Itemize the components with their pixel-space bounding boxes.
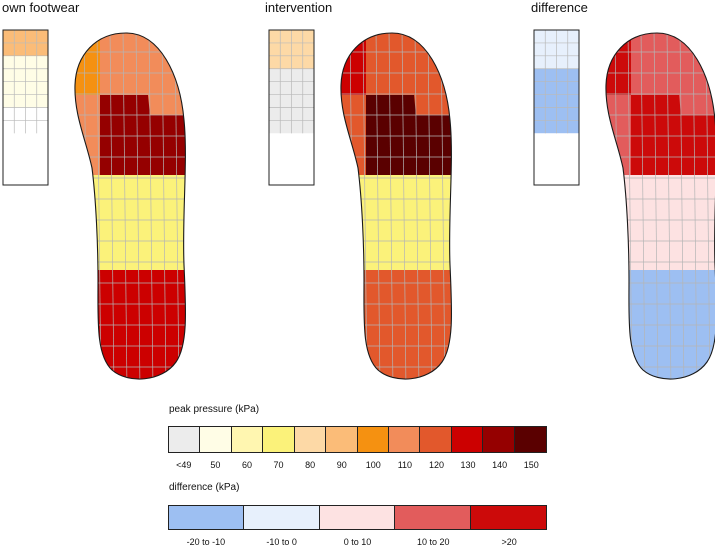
pressure-legend-swatch (200, 427, 232, 452)
small-map-outline (533, 29, 580, 186)
pressure-legend-swatch (420, 427, 452, 452)
region-midfoot (340, 175, 452, 270)
insole-regions (340, 30, 458, 390)
pressure-legend-tick-label: 150 (523, 460, 539, 470)
insole-gridline (96, 33, 102, 380)
insole-outline (605, 32, 715, 380)
small-map-cell (3, 159, 48, 173)
region-heel (74, 270, 186, 380)
pressure-legend-tick-label: 120 (428, 460, 444, 470)
insole-gridline (414, 33, 420, 380)
insole-gridline (640, 33, 646, 380)
insole-panel (2, 29, 192, 390)
pressure-legend-swatch (263, 427, 295, 452)
small-map-outline (268, 29, 315, 186)
panel-title-intervention: intervention (265, 0, 333, 15)
difference-legend-title: difference (kPa) (169, 482, 240, 493)
insole-maps (2, 29, 715, 390)
small-map-cell (269, 133, 314, 147)
pressure-legend-bar (168, 426, 547, 453)
difference-legend-swatch (244, 506, 320, 529)
small-map-cell (3, 146, 48, 160)
panel-title-difference: difference (531, 0, 588, 15)
pressure-legend-swatch (483, 427, 515, 452)
panel-title-own-footwear: own footwear (2, 0, 80, 15)
pressure-legend-swatch (388, 427, 421, 452)
insole-gridline (388, 33, 394, 380)
difference-legend-tick-label: >20 (501, 537, 517, 547)
pressure-legend-tick-label: 50 (210, 460, 221, 470)
small-map-cell (269, 172, 314, 185)
pressure-legend-tick-label: 110 (397, 460, 413, 470)
region-toe-medial (74, 33, 100, 95)
difference-legend-swatch (470, 506, 547, 529)
insole-gridline (401, 33, 407, 380)
insole-gridline (627, 33, 633, 380)
insole-gridline (188, 30, 192, 390)
insole-outline (340, 32, 453, 380)
region-heel (340, 270, 452, 380)
small-map-cell (269, 159, 314, 173)
insole-gridline (135, 33, 141, 380)
pressure-legend-swatch (514, 427, 547, 452)
pressure-legend-tick-label: 130 (460, 460, 476, 470)
pressure-legend-tick-label: <49 (176, 460, 192, 470)
pressure-legend-tick-label: 60 (241, 460, 252, 470)
difference-legend-tick-label: -20 to -10 (186, 537, 226, 547)
insole-gridline (161, 33, 167, 380)
pressure-legend-swatch (326, 427, 358, 452)
pressure-legend-tick-label: 140 (492, 460, 508, 470)
region-toe-medial (340, 33, 366, 95)
small-map-cell (3, 133, 48, 147)
insole-gridline (653, 33, 659, 380)
pressure-legend-tick-label: 70 (273, 460, 284, 470)
insole-outline (74, 32, 187, 380)
difference-legend-tick-label: 0 to 10 (343, 537, 372, 547)
small-map-cell (534, 172, 579, 185)
pressure-legend-tick-label: 90 (336, 460, 347, 470)
insole-gridline (375, 33, 381, 380)
difference-legend-tick-label: -10 to 0 (266, 537, 297, 547)
insole-gridline (666, 33, 672, 380)
insole-gridline (362, 33, 368, 380)
pressure-legend-title: peak pressure (kPa) (169, 404, 260, 415)
pressure-legend-swatch (231, 427, 264, 452)
insole-gridline (122, 33, 128, 380)
small-map-cell (534, 133, 579, 147)
region-midfoot (74, 175, 186, 270)
pressure-legend-swatch (357, 427, 389, 452)
insole-panel (533, 29, 715, 380)
difference-legend-bar (168, 505, 547, 530)
pressure-legend-swatch (169, 427, 201, 452)
insole-panel (268, 29, 458, 390)
pressure-legend-tick-label: 100 (365, 460, 381, 470)
small-map-cell (269, 146, 314, 160)
small-map-cell (534, 146, 579, 160)
insole-gridline (427, 33, 433, 380)
insole-regions (605, 33, 715, 380)
difference-legend-swatch (319, 506, 396, 529)
insole-gridline (440, 33, 446, 380)
difference-legend-tick-label: 10 to 20 (417, 537, 450, 547)
small-map-cell (534, 159, 579, 173)
difference-legend-swatch (169, 506, 245, 529)
insole-gridline (148, 33, 154, 380)
difference-legend-swatch (395, 506, 471, 529)
insole-gridline (679, 33, 685, 380)
region-toe-medial (605, 33, 631, 95)
insole-gridline (454, 30, 458, 390)
insole-regions (74, 30, 192, 390)
pressure-map-figure: own footwear intervention difference (2, 0, 715, 390)
insole-gridline (174, 33, 180, 380)
insole-gridline (109, 33, 115, 380)
small-map-outline (2, 29, 49, 186)
small-map-cell (3, 172, 48, 185)
region-midfoot (605, 175, 715, 270)
pressure-legend-swatch (294, 427, 327, 452)
insole-gridline (692, 33, 698, 380)
pressure-legend-tick-label: 80 (305, 460, 316, 470)
pressure-legend-swatch (451, 427, 484, 452)
insole-gridline (705, 33, 711, 380)
